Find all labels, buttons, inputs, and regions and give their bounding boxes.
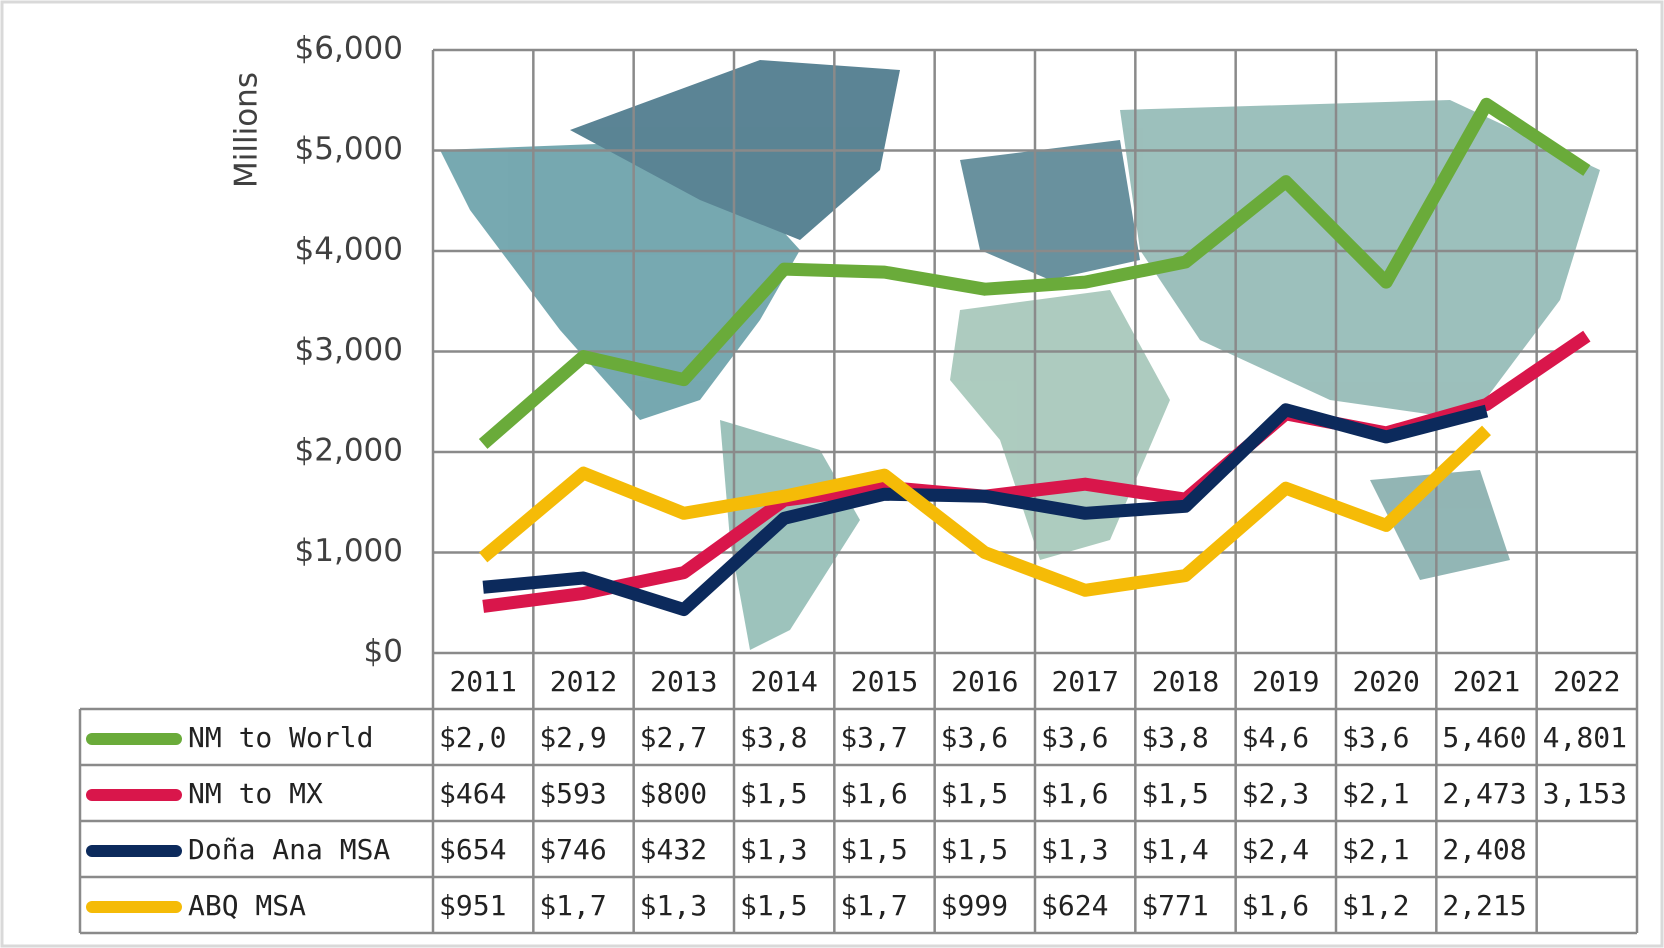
series-line	[478, 97, 1591, 449]
legend-label: ABQ MSA	[188, 889, 306, 922]
x-tick-label: 2012	[550, 665, 617, 698]
table-cell: $1,6	[840, 777, 907, 810]
x-tick-label: 2016	[951, 665, 1018, 698]
table-cell: $1,5	[941, 777, 1008, 810]
table-cell: $3,6	[1041, 721, 1108, 754]
table-cell: $3,8	[740, 721, 807, 754]
series-line	[482, 403, 1489, 617]
table-cell: 2,215	[1442, 889, 1526, 922]
y-axis-label: Millions	[229, 72, 265, 188]
table-cell: $1,6	[1041, 777, 1108, 810]
y-tick-label: $2,000	[295, 433, 403, 469]
y-tick-label: $0	[364, 634, 403, 670]
table-cell: $4,6	[1242, 721, 1309, 754]
table-cell: $1,4	[1141, 833, 1208, 866]
table-cell: $3,7	[840, 721, 907, 754]
table-cell: $1,5	[740, 889, 807, 922]
table-cell: 4,801	[1543, 721, 1627, 754]
x-tick-label: 2011	[449, 665, 516, 698]
table-cell: $624	[1041, 889, 1108, 922]
x-tick-label: 2019	[1252, 665, 1319, 698]
y-tick-label: $4,000	[295, 232, 403, 268]
table-cell: 2,473	[1442, 777, 1526, 810]
table-cell: $1,5	[1141, 777, 1208, 810]
table-cell: 5,460	[1442, 721, 1526, 754]
x-tick-label: 2021	[1453, 665, 1520, 698]
x-tick-label: 2013	[650, 665, 717, 698]
series-line	[478, 425, 1491, 597]
table-cell: $1,7	[539, 889, 606, 922]
x-tick-label: 2018	[1152, 665, 1219, 698]
table-cell: $1,3	[640, 889, 707, 922]
x-tick-label: 2017	[1051, 665, 1118, 698]
legend-label: NM to World	[188, 721, 373, 754]
table-cell: $464	[439, 777, 506, 810]
table-cell: $593	[539, 777, 606, 810]
table-cell: $951	[439, 889, 506, 922]
x-tick-label: 2015	[851, 665, 918, 698]
table-cell: $2,4	[1242, 833, 1309, 866]
x-tick-label: 2020	[1352, 665, 1419, 698]
legend-label: NM to MX	[188, 777, 323, 810]
table-cell: $1,5	[840, 833, 907, 866]
table-cell: $3,6	[941, 721, 1008, 754]
table-cell: $654	[439, 833, 506, 866]
table-cell: $2,1	[1342, 833, 1409, 866]
y-tick-label: $5,000	[295, 131, 403, 167]
table-cell: $2,0	[439, 721, 506, 754]
table-cell: $771	[1141, 889, 1208, 922]
y-tick-label: $6,000	[295, 31, 403, 67]
table-cell: $2,3	[1242, 777, 1309, 810]
table-cell: $2,9	[539, 721, 606, 754]
y-tick-label: $1,000	[295, 533, 403, 569]
table-cell: $1,6	[1242, 889, 1309, 922]
table-cell: $800	[640, 777, 707, 810]
legend-label: Doña Ana MSA	[188, 833, 390, 866]
table-cell: $2,7	[640, 721, 707, 754]
table-cell: $1,7	[840, 889, 907, 922]
table-cell: $1,3	[740, 833, 807, 866]
x-tick-label: 2022	[1553, 665, 1620, 698]
table-cell: $432	[640, 833, 707, 866]
table-cell: $999	[941, 889, 1008, 922]
table-cell: $2,1	[1342, 777, 1409, 810]
table-cell: $746	[539, 833, 606, 866]
y-tick-label: $3,000	[295, 332, 403, 368]
table-cell: $1,2	[1342, 889, 1409, 922]
table-cell: $1,3	[1041, 833, 1108, 866]
table-cell: 3,153	[1543, 777, 1627, 810]
table-cell: $3,8	[1141, 721, 1208, 754]
table-cell: $1,5	[941, 833, 1008, 866]
table-cell: $1,5	[740, 777, 807, 810]
table-cell: 2,408	[1442, 833, 1526, 866]
x-tick-label: 2014	[750, 665, 817, 698]
table-cell: $3,6	[1342, 721, 1409, 754]
